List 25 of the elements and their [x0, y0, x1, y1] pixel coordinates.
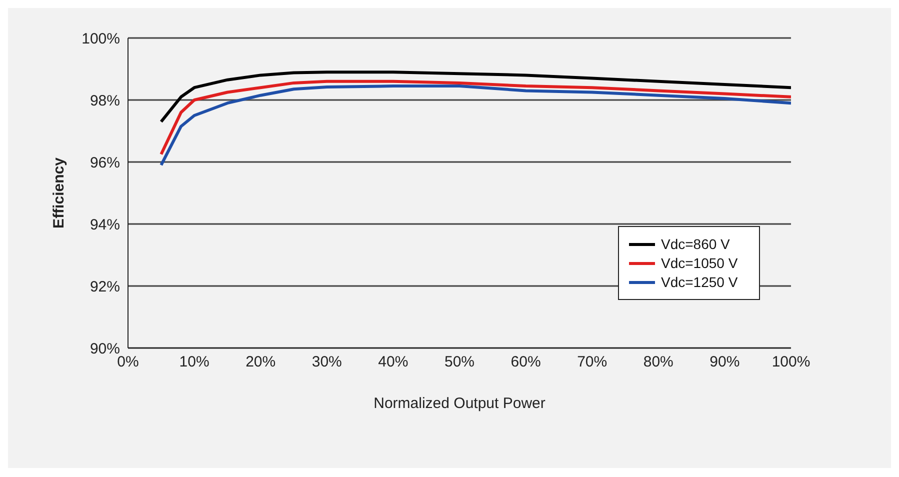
line-series: [160, 70, 791, 124]
y-axis-title: Efficiency: [50, 156, 68, 228]
x-axis-title: Normalized Output Power: [374, 395, 546, 412]
x-tick-label: 40%: [378, 354, 408, 371]
x-tick-label: 60%: [510, 354, 541, 371]
x-tick-label: 80%: [643, 354, 674, 371]
x-tick-label: 100%: [772, 354, 810, 371]
x-tick-label: 90%: [710, 354, 740, 371]
y-tick-label: 98%: [90, 92, 120, 110]
x-tick-label: 70%: [577, 354, 608, 371]
x-tick-label: 20%: [246, 354, 276, 371]
legend-label: Vdc=1050 V: [661, 255, 738, 271]
x-tick-label: 10%: [179, 354, 210, 371]
y-tick-label: 96%: [90, 154, 120, 172]
legend-label: Vdc=1250 V: [661, 274, 738, 290]
y-tick-label: 94%: [90, 216, 120, 234]
y-tick-label: 92%: [90, 278, 120, 296]
y-tick-label: 100%: [82, 30, 120, 48]
y-tick-label: 90%: [90, 340, 120, 358]
line-series: [160, 84, 791, 167]
x-tick-label: 30%: [312, 354, 342, 371]
x-tick-label: 50%: [444, 354, 475, 371]
line-series: [160, 80, 791, 156]
legend-label: Vdc=860 V: [661, 236, 730, 252]
x-tick-label: 0%: [117, 354, 139, 371]
